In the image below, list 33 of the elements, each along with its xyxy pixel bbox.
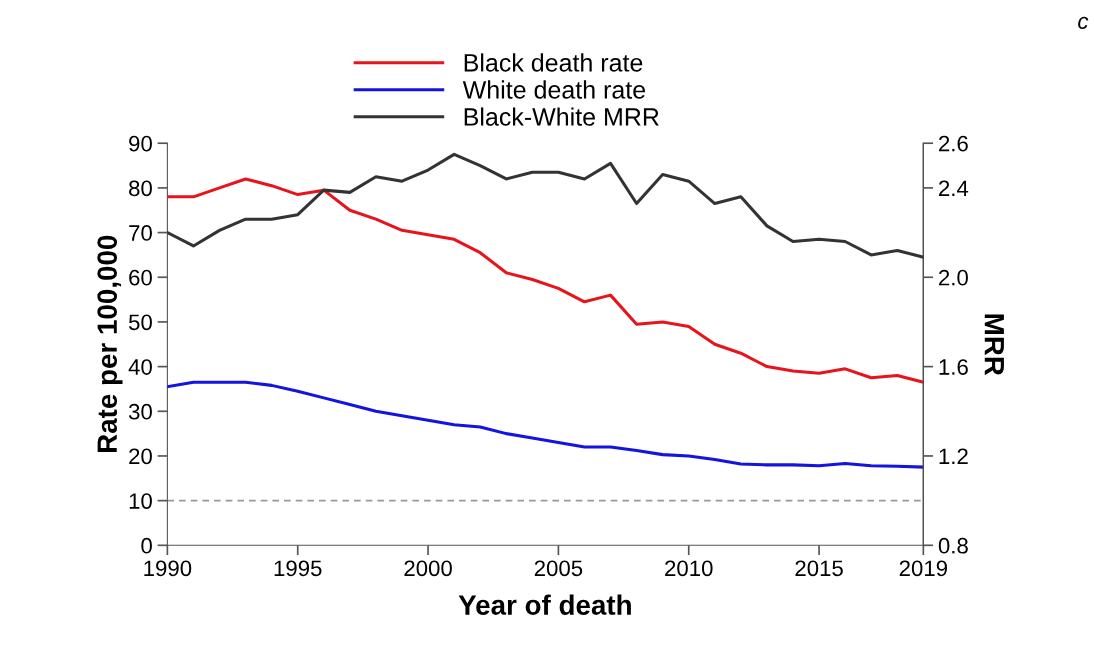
y-tick-label: 0 (141, 537, 152, 554)
y-tick-label: 10 (129, 493, 152, 509)
line-series (167, 177, 924, 384)
y-tick-label: 80 (129, 180, 152, 197)
x-tick-label: 2015 (795, 560, 843, 577)
legend-label: White death rate (462, 80, 646, 99)
y-tick-label: 60 (129, 269, 152, 286)
legend-label: Black death rate (464, 53, 643, 72)
y2-tick-label: 2.4 (939, 180, 969, 196)
x-tick-label: 1995 (274, 560, 322, 577)
line-series (167, 152, 924, 259)
x-axis-title: Year of death (458, 594, 631, 615)
y-axis-title: Rate per 100,000 (97, 235, 123, 453)
x-tick-label: 2005 (534, 560, 583, 577)
y-tick-label: 70 (129, 225, 152, 241)
y2-axis-title: MRR (984, 314, 1004, 376)
x-tick-label: 2019 (899, 560, 947, 577)
y2-tick-label: 1.6 (939, 359, 968, 375)
line-series (167, 380, 924, 469)
x-tick-label: 2000 (404, 560, 452, 577)
y-tick-label: 50 (128, 314, 152, 331)
text: c (1078, 16, 1089, 29)
y2-tick-label: 2.6 (939, 135, 968, 152)
x-tick-label: 2010 (665, 560, 713, 577)
y2-tick-label: 1.2 (939, 448, 968, 465)
y2-tick-label: 0.8 (938, 537, 968, 554)
y-tick-label: 20 (129, 448, 152, 465)
y2-tick-label: 2.0 (939, 269, 968, 286)
x-tick-label: 1990 (144, 560, 192, 577)
legend-label: Black-White MRR (464, 107, 659, 126)
y-tick-label: 90 (129, 135, 152, 152)
y-tick-label: 40 (128, 359, 152, 375)
y-tick-label: 30 (128, 403, 152, 420)
